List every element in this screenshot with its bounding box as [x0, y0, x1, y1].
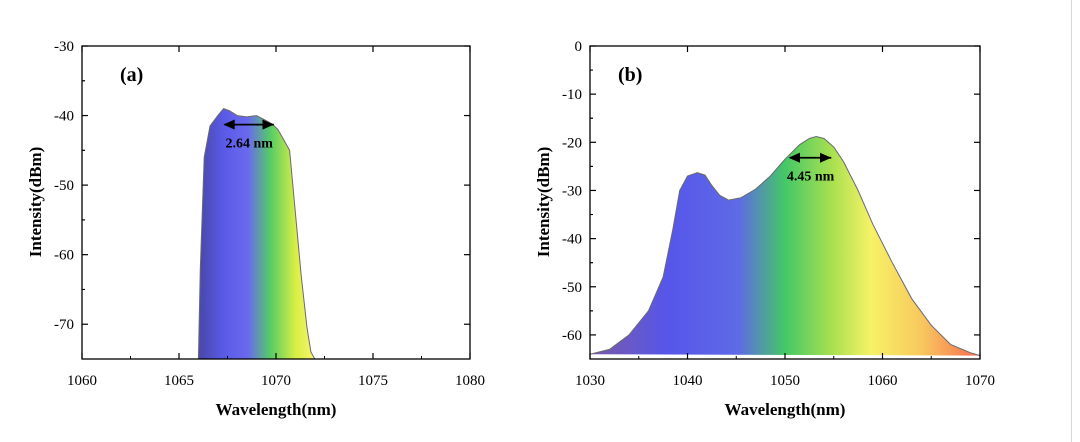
x-tick-label-a: 1070 — [261, 373, 291, 389]
spectrum-line-b — [589, 135, 981, 357]
y-tick-label-a: -70 — [54, 317, 74, 333]
y-tick-label-b: -40 — [562, 232, 582, 248]
y-tick-label-a: -40 — [54, 109, 74, 125]
y-axis-label-a: Intensity(dBm) — [26, 147, 45, 258]
x-tick-label-a: 1065 — [164, 373, 194, 389]
x-tick-label-b: 1060 — [868, 373, 898, 389]
y-tick-label-a: -30 — [54, 39, 74, 55]
x-tick-label-a: 1060 — [67, 373, 97, 389]
y-tick-label-b: -60 — [562, 328, 582, 344]
fwhm-label-b: 4.45 nm — [787, 170, 835, 185]
x-tick-label-b: 1070 — [965, 373, 995, 389]
spectrum-area-a — [82, 108, 470, 359]
panel-label-b: (b) — [618, 64, 642, 86]
panel-label-a: (a) — [120, 64, 143, 86]
x-tick-label-b: 1030 — [575, 373, 605, 389]
fwhm-annotation-b: 4.45 nm — [787, 152, 835, 185]
fwhm-annotation-a: 2.64 nm — [223, 119, 274, 152]
y-tick-label-a: -50 — [54, 178, 74, 194]
y-tick-label-b: -20 — [562, 135, 582, 151]
y-tick-label-b: -50 — [562, 280, 582, 296]
ticks-b: 1030 1040 1050 1060 1070 -60 -50 -40 -30 -20 -10 0 — [562, 39, 995, 389]
x-tick-label-b: 1050 — [770, 373, 800, 389]
fwhm-label-a: 2.64 nm — [226, 137, 274, 152]
image-edge-divider — [1071, 0, 1072, 442]
y-tick-label-b: -10 — [562, 87, 582, 103]
plot-area-b — [589, 135, 981, 357]
spectrum-area-b — [590, 136, 980, 356]
ticks-a: 1060 1065 1070 1075 1080 -70 -60 -50 -40 -30 — [54, 39, 485, 389]
x-tick-label-a: 1075 — [358, 373, 388, 389]
y-tick-label-b: -30 — [562, 183, 582, 199]
y-axis-label-b: Intensity(dBm) — [534, 147, 553, 258]
chart-panel-a: 1060 1065 1070 1075 1080-70-60-50-40-30 (a) … — [26, 39, 485, 419]
chart-panel-b: 1030 1040 1050 1060 1070-60-50-40-30-20-100 … — [534, 39, 995, 419]
y-tick-label-a: -60 — [54, 248, 74, 264]
spectrum-line-a — [82, 108, 470, 360]
y-tick-label-b: 0 — [575, 39, 583, 55]
x-axis-label-a: Wavelength(nm) — [216, 400, 337, 419]
x-tick-label-b: 1040 — [673, 373, 703, 389]
x-tick-label-a: 1080 — [455, 373, 485, 389]
x-axis-label-b: Wavelength(nm) — [725, 400, 846, 419]
plot-area-a — [82, 108, 470, 360]
